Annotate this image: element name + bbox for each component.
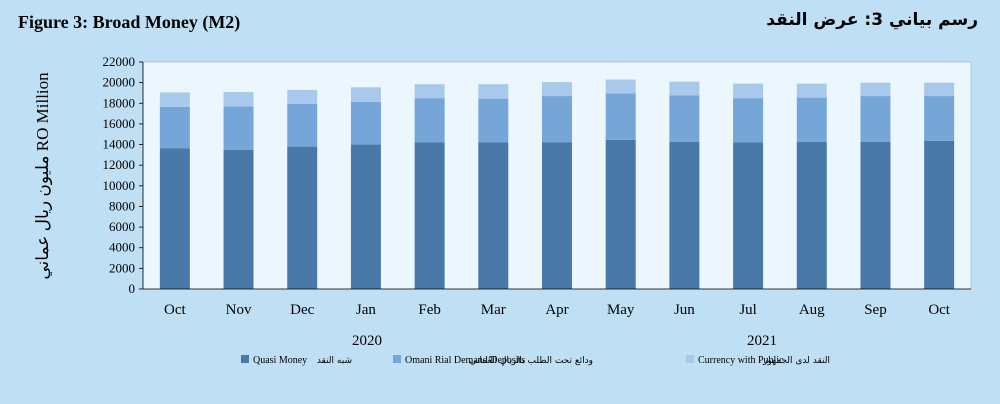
bar-omani-rial-demand-deposits-2 (287, 103, 318, 147)
bar-currency-with-public-11 (860, 82, 891, 97)
x-tick-label: Oct (164, 302, 186, 318)
y-tick-label: 18000 (103, 95, 136, 110)
x-tick-label: Dec (290, 302, 314, 318)
year-label-2020: 2020 (352, 333, 382, 349)
bar-quasi-money-10 (796, 141, 827, 289)
x-tick-label: Oct (928, 302, 950, 318)
bar-omani-rial-demand-deposits-10 (796, 97, 827, 142)
y-tick-label: 6000 (109, 219, 135, 234)
y-axis: 0 2000 4000 6000 8000 10000 12000 14000 16000 180… (103, 54, 144, 296)
legend-label: Omani Rial Demand Deposits (405, 355, 525, 366)
bar-currency-with-public-10 (796, 83, 827, 98)
y-tick-label: 10000 (103, 178, 136, 193)
bar-omani-rial-demand-deposits-11 (860, 96, 891, 142)
x-tick-label: Jan (356, 302, 376, 318)
bar-quasi-money-1 (223, 149, 254, 289)
bar-quasi-money-11 (860, 141, 891, 289)
bar-currency-with-public-5 (478, 84, 509, 99)
year-label-2021: 2021 (747, 333, 777, 349)
bar-quasi-money-6 (542, 142, 572, 289)
bar-currency-with-public-6 (542, 82, 572, 97)
y-tick-label: 20000 (103, 75, 136, 90)
bar-currency-with-public-1 (223, 91, 254, 107)
x-tick-label: Jul (739, 302, 757, 318)
y-tick-label: 14000 (103, 137, 136, 152)
bar-omani-rial-demand-deposits-12 (924, 96, 955, 141)
legend-swatch (393, 355, 401, 363)
y-tick-label: 16000 (103, 116, 136, 131)
bar-omani-rial-demand-deposits-7 (605, 93, 636, 140)
bar-currency-with-public-4 (414, 84, 445, 99)
bar-quasi-money-7 (605, 139, 636, 289)
bar-currency-with-public-7 (605, 79, 636, 94)
y-tick-label: 8000 (109, 198, 135, 213)
figure-title-en: Figure 3: Broad Money (M2) (18, 12, 241, 32)
bar-currency-with-public-8 (669, 81, 700, 96)
bar-omani-rial-demand-deposits-1 (223, 106, 254, 150)
bar-quasi-money-0 (159, 148, 190, 289)
bar-quasi-money-12 (924, 140, 955, 289)
bar-currency-with-public-2 (287, 89, 318, 104)
bar-quasi-money-8 (669, 141, 700, 289)
bar-omani-rial-demand-deposits-8 (669, 95, 700, 142)
y-tick-label: 0 (129, 281, 136, 296)
bar-currency-with-public-9 (733, 83, 764, 99)
bar-omani-rial-demand-deposits-0 (159, 106, 190, 149)
x-tick-label: Feb (418, 302, 441, 318)
y-axis-label: مليون ريال عماني RO Million (33, 72, 53, 280)
bar-omani-rial-demand-deposits-3 (350, 101, 381, 145)
figure-title-ar: رسم بياني 3: عرض النقد (766, 10, 978, 30)
bar-quasi-money-4 (414, 142, 445, 289)
legend-label-ar: شبه النقد (317, 356, 352, 366)
bar-currency-with-public-3 (350, 87, 381, 102)
bar-currency-with-public-0 (159, 92, 190, 107)
y-tick-label: 12000 (103, 157, 136, 172)
bar-quasi-money-2 (287, 146, 318, 289)
legend-label: Quasi Money (253, 355, 307, 366)
legend-label-ar: ودائع تحت الطلب بالريال العُماني (470, 356, 593, 366)
bar-omani-rial-demand-deposits-6 (542, 96, 572, 143)
bar-omani-rial-demand-deposits-4 (414, 98, 445, 143)
x-tick-label: Aug (799, 302, 825, 318)
bar-quasi-money-3 (350, 144, 381, 289)
bar-quasi-money-9 (733, 142, 764, 289)
legend-swatch (241, 355, 249, 363)
legend-label-ar: النقد لدى الجمهور (762, 356, 830, 366)
legend: Quasi Money شبه النقد Omani Rial Demand De… (241, 355, 830, 366)
bar-omani-rial-demand-deposits-9 (733, 98, 764, 143)
legend-label: Currency with Public (698, 355, 784, 366)
bar-currency-with-public-12 (924, 82, 955, 97)
bar-quasi-money-5 (478, 142, 509, 289)
y-tick-label: 2000 (109, 260, 135, 275)
bars-group (159, 79, 955, 289)
x-axis: Oct Nov Dec Jan Feb Mar Apr May Jun Jul Aug Sep Oct (143, 288, 971, 318)
x-tick-label: Apr (545, 302, 568, 318)
x-tick-label: Mar (481, 302, 506, 318)
y-tick-label: 4000 (109, 240, 135, 255)
legend-swatch (686, 355, 694, 363)
x-tick-label: Sep (864, 302, 887, 318)
x-tick-label: May (607, 302, 635, 318)
bar-omani-rial-demand-deposits-5 (478, 98, 509, 143)
x-tick-label: Nov (226, 302, 252, 318)
y-tick-label: 22000 (103, 54, 136, 69)
x-tick-label: Jun (674, 302, 695, 318)
